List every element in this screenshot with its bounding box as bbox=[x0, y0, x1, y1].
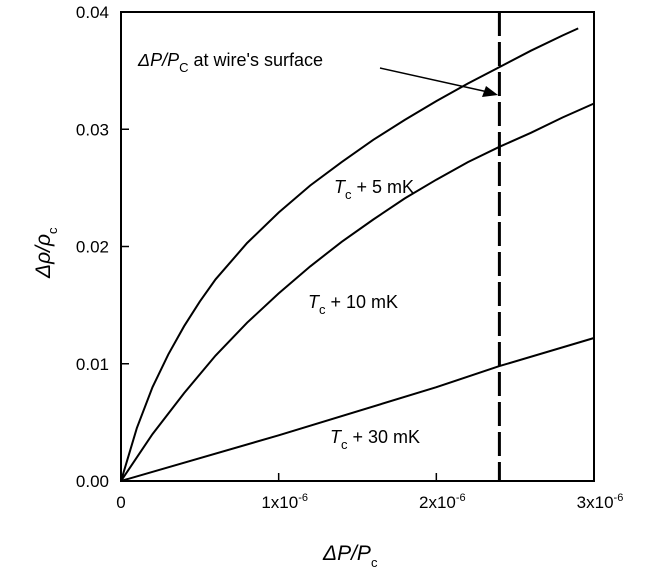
wire-surface-annotation: ΔP/PC at wire's surface bbox=[137, 50, 323, 75]
annotation-arrow-shaft bbox=[379, 67, 489, 93]
x-axis-title: ΔP/Pc bbox=[322, 542, 378, 570]
series-label-30mk: Tc + 30 mK bbox=[330, 427, 420, 452]
x-tick-label: 3x10-6 bbox=[577, 492, 624, 512]
anno-prefix: ΔP/P bbox=[137, 50, 179, 70]
curves-layer bbox=[120, 27, 595, 482]
y-tick-label: 0.04 bbox=[76, 3, 109, 22]
series-label-5mk: Tc + 5 mK bbox=[334, 177, 414, 202]
annotation-arrowhead bbox=[482, 86, 498, 97]
x-tick-label: 2x10-6 bbox=[419, 492, 466, 512]
y-axis-title: Δρ/ρc bbox=[32, 227, 60, 279]
series-label-10mk: Tc + 10 mK bbox=[308, 292, 398, 317]
anno-rest: at wire's surface bbox=[188, 50, 322, 70]
x-tick-label: 1x10-6 bbox=[261, 492, 308, 512]
y-tick-label: 0.02 bbox=[76, 238, 109, 257]
curve-tc-10mk bbox=[120, 102, 595, 482]
curve-tc-30mk bbox=[120, 337, 595, 482]
curve-tc-5mk bbox=[120, 27, 579, 482]
ticks-layer: 0 1x10-6 2x10-6 3x10-6 0.00 0.01 0.02 0.03 0.04 bbox=[76, 3, 623, 512]
y-tick-label: 0.01 bbox=[76, 355, 109, 374]
x-tick-label: 0 bbox=[116, 493, 125, 512]
y-tick-label: 0.00 bbox=[76, 472, 109, 491]
anno-sub: C bbox=[179, 60, 188, 75]
y-tick-label: 0.03 bbox=[76, 120, 109, 139]
